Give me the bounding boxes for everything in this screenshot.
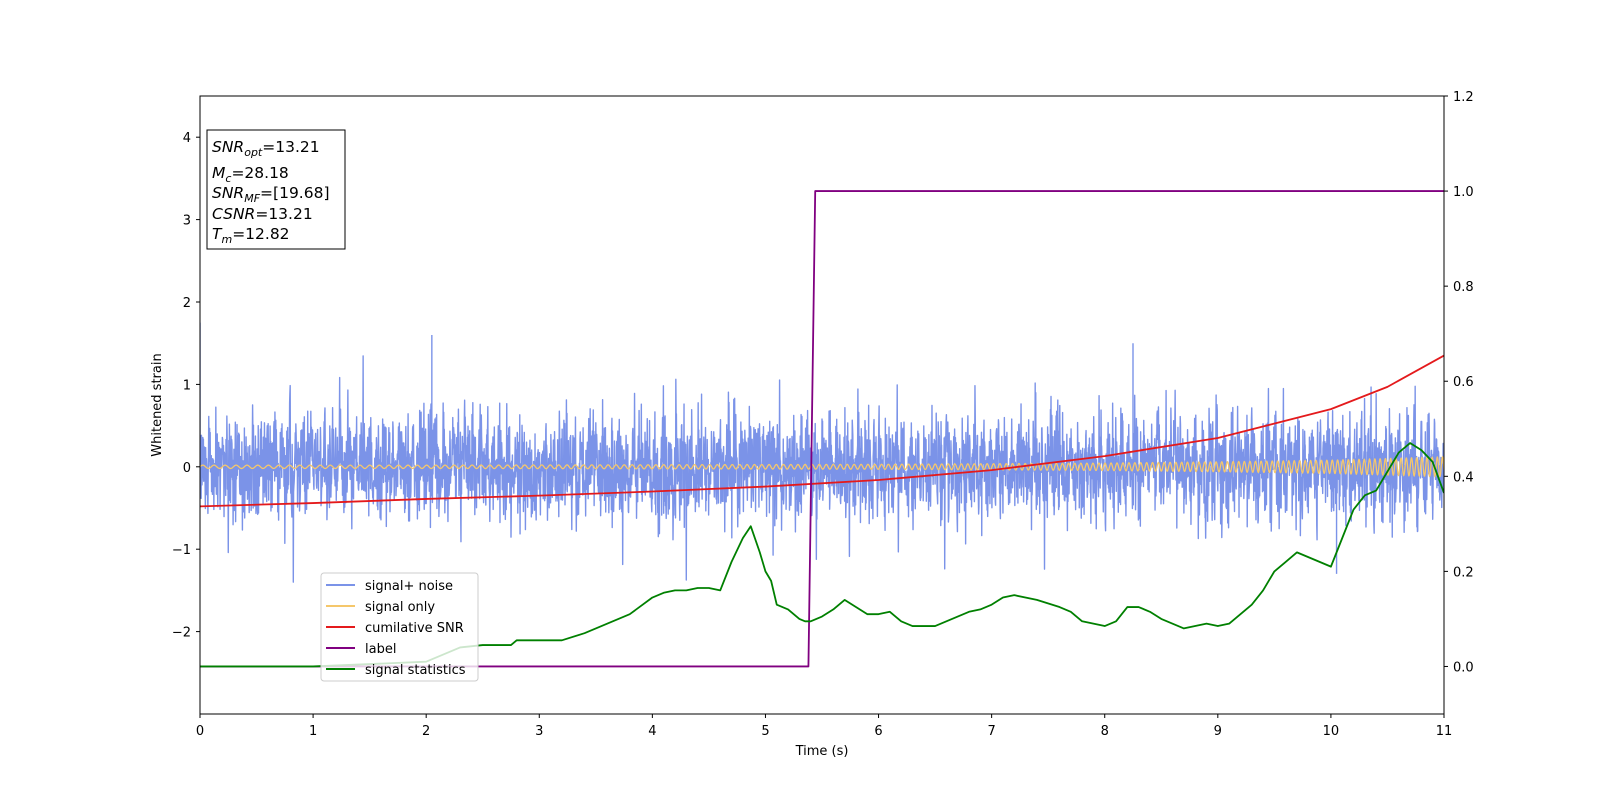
annotation-value: =13.21 <box>255 205 312 223</box>
plot-frame <box>199 95 1445 715</box>
annotation-value: =[19.68] <box>260 184 329 202</box>
legend-label: signal only <box>365 600 435 615</box>
y-axis-title: Whitened strain <box>150 353 165 456</box>
x-tick-label: 0 <box>196 724 204 739</box>
annotation-subscript: MF <box>244 192 260 205</box>
x-tick-label: 3 <box>535 724 543 739</box>
series-layer <box>200 190 1444 668</box>
annotation-line: SNRMF=[19.68] <box>212 184 330 205</box>
annotation-symbol: M <box>212 164 225 182</box>
annotation-symbol: T <box>212 225 223 243</box>
legend-frame <box>320 572 479 682</box>
x-tick-label: 1 <box>309 724 317 739</box>
y2-tick-label: 0.0 <box>1453 660 1474 675</box>
legend-label: cumilative SNR <box>365 621 464 636</box>
x-tick-label: 2 <box>422 724 430 739</box>
x-tick-label: 10 <box>1323 724 1340 739</box>
y-tick-label: −1 <box>172 543 191 558</box>
annotation-symbol: CSNR <box>212 205 255 223</box>
y-tick-label: 0 <box>183 461 191 476</box>
ticks-layer: 0 1 2 3 4 5 6 7 8 9 10 11 −2 −1 0 1 2 3 4 0.0 0.2 0.4 0.6 0.8 1.… <box>172 90 1474 739</box>
annotation-symbol: SNR <box>212 184 244 202</box>
series-signal-statistics <box>200 442 1444 668</box>
annotation-value: =28.18 <box>231 164 288 182</box>
y2-tick-label: 0.8 <box>1453 280 1474 295</box>
annotation-value: =13.21 <box>262 138 319 156</box>
series-signal-only <box>200 455 1444 478</box>
y-tick-label: 2 <box>183 296 191 311</box>
annotation-subscript: opt <box>244 146 263 159</box>
y2-tick-label: 1.2 <box>1453 90 1474 105</box>
y-tick-label: 1 <box>183 378 191 393</box>
x-axis-title: Time (s) <box>795 744 849 759</box>
annotation-subscript: m <box>221 233 232 246</box>
series-cumulative-snr <box>200 354 1444 508</box>
x-tick-label: 4 <box>648 724 656 739</box>
x-tick-label: 5 <box>761 724 769 739</box>
x-tick-label: 9 <box>1214 724 1222 739</box>
y-tick-label: 4 <box>183 131 191 146</box>
y2-tick-label: 0.6 <box>1453 375 1474 390</box>
legend-label: label <box>365 642 396 657</box>
y2-tick-label: 0.4 <box>1453 470 1474 485</box>
y-tick-label: 3 <box>183 214 191 229</box>
x-tick-label: 11 <box>1436 724 1453 739</box>
legend: signal+ noise signal only cumilative SNR la… <box>320 572 479 682</box>
annotation-line: Mc=28.18 <box>212 164 289 185</box>
annotation-symbol: SNR <box>212 138 244 156</box>
y2-tick-label: 0.2 <box>1453 565 1474 580</box>
x-tick-label: 6 <box>874 724 882 739</box>
legend-label: signal+ noise <box>365 579 453 594</box>
annotation-box: SNRopt=13.21Mc=28.18SNRMF=[19.68]CSNR=13… <box>206 129 346 250</box>
annotation-frame <box>206 129 346 250</box>
legend-label: signal statistics <box>365 663 466 678</box>
x-tick-label: 7 <box>987 724 995 739</box>
x-tick-label: 8 <box>1101 724 1109 739</box>
annotation-line: Tm=12.82 <box>212 225 290 246</box>
annotation-line: SNRopt=13.21 <box>212 138 320 159</box>
annotation-value: =12.82 <box>232 225 289 243</box>
annotation-line: CSNR=13.21 <box>212 205 313 223</box>
series-signal-noise <box>200 322 1444 583</box>
y-tick-label: −2 <box>172 626 191 641</box>
y2-tick-label: 1.0 <box>1453 185 1474 200</box>
annotation-subscript: c <box>225 172 231 185</box>
series-label <box>200 190 1444 668</box>
